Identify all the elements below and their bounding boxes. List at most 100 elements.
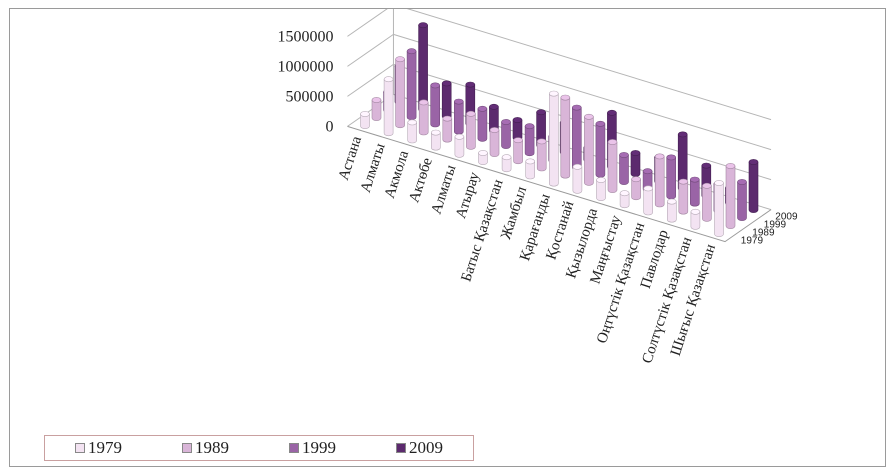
bar-body	[714, 182, 724, 237]
bar-top	[572, 163, 583, 170]
bar-top	[560, 94, 571, 101]
floor-edge	[347, 125, 772, 243]
bar-body	[407, 122, 417, 144]
bar-1979-4	[454, 133, 465, 158]
bar-1979-3	[430, 129, 441, 151]
bar-body	[725, 165, 736, 229]
bar-body	[501, 156, 512, 173]
bar-2009-1	[418, 22, 428, 113]
bar-1979-9	[572, 163, 583, 194]
bar-1979-5	[478, 150, 488, 165]
chart-canvas: 050000010000001500000АстанаАлматыАкмолаА…	[277, 9, 798, 365]
bar-body	[430, 85, 440, 128]
legend-swatch-1999	[289, 443, 299, 453]
bar-top	[607, 109, 617, 116]
z-tick-label: 0	[325, 118, 333, 135]
bar-1989-6	[513, 137, 523, 165]
bar-top	[571, 104, 582, 111]
bar-1999-6	[524, 123, 535, 157]
bar-top	[418, 22, 428, 29]
bar-top	[512, 117, 523, 123]
bar-body	[489, 129, 500, 157]
bar-1979-8	[548, 90, 559, 187]
bar-1999-8	[571, 104, 582, 171]
bar-body	[360, 113, 370, 129]
z-tick-label: 1500000	[277, 28, 333, 45]
bar-body	[667, 201, 677, 223]
legend: 1979 1989 1999 2009	[44, 435, 474, 461]
bar-1999-13	[689, 176, 700, 207]
bar-top	[619, 190, 630, 197]
legend-item-2009: 2009	[396, 438, 443, 458]
bar-1979-11	[619, 190, 630, 209]
legend-label-2009: 2009	[409, 438, 443, 457]
bar-body	[702, 185, 712, 222]
bar-2009-10	[630, 150, 641, 177]
bar-top	[630, 150, 641, 156]
bar-top	[725, 163, 736, 169]
bar-top	[453, 98, 464, 105]
bar-body	[454, 136, 465, 158]
bar-top	[678, 178, 689, 185]
bar-1989-5	[489, 127, 500, 157]
category-label: Атырау	[453, 170, 483, 221]
bar-body	[395, 58, 405, 129]
bar-1979-0	[360, 111, 370, 129]
bar-top	[596, 177, 606, 183]
bar-top	[395, 56, 405, 63]
bar-body	[418, 24, 428, 113]
bar-top	[631, 176, 641, 183]
bar-body	[737, 181, 747, 221]
bar-1989-0	[371, 97, 382, 121]
z-tick-label: 500000	[285, 88, 333, 105]
bar-body	[478, 152, 488, 165]
bar-1989-13	[678, 178, 689, 215]
bar-top	[584, 113, 594, 120]
bar-top	[619, 152, 629, 158]
bar-1979-6	[501, 154, 512, 173]
back-gridline	[393, 63, 772, 181]
legend-item-1979: 1979	[75, 438, 122, 458]
bar-2009-5	[512, 117, 523, 141]
bar-body	[619, 154, 629, 185]
bar-body	[383, 78, 394, 137]
bar-1999-5	[501, 119, 511, 149]
bar-top	[643, 185, 654, 192]
chart-frame: 0 500000 1000000 1500000 Астана Алматы Акмола А…	[9, 8, 886, 467]
bar-body	[431, 132, 441, 151]
legend-label-1979: 1979	[88, 438, 122, 457]
bar-1999-15	[737, 179, 747, 221]
bar-1999-12	[666, 154, 677, 200]
bar-1989-15	[725, 163, 736, 229]
bar-body	[690, 179, 700, 207]
bar-top	[383, 76, 394, 83]
bar-top	[489, 127, 500, 133]
bar-body	[607, 141, 618, 193]
legend-label-1999: 1999	[302, 438, 336, 457]
back-gridline	[393, 33, 772, 151]
bar-body	[406, 50, 417, 121]
bar-1989-8	[560, 94, 571, 179]
bar-1989-9	[584, 113, 594, 186]
series-axis-label: 1999	[764, 220, 787, 231]
bar-top	[430, 129, 441, 136]
bar-top	[714, 180, 724, 186]
bar-body	[584, 116, 594, 186]
bar-top	[465, 81, 476, 88]
bar-1989-7	[536, 138, 547, 172]
bar-body	[371, 99, 382, 121]
bar-top	[454, 133, 465, 140]
bar-1989-4	[466, 110, 476, 150]
series-axis-label: 1989	[752, 228, 775, 239]
bar-body	[572, 107, 582, 171]
bar-2009-15	[748, 159, 759, 213]
bar-1999-9	[595, 120, 606, 178]
bar-top	[442, 115, 453, 122]
bar-body	[477, 108, 488, 142]
bar-2009-2	[441, 80, 452, 120]
bar-top	[548, 90, 559, 97]
z-tick-label: 1000000	[277, 58, 333, 75]
bar-1989-3	[442, 115, 453, 143]
bar-1989-1	[395, 56, 405, 129]
bar-body	[524, 125, 535, 157]
